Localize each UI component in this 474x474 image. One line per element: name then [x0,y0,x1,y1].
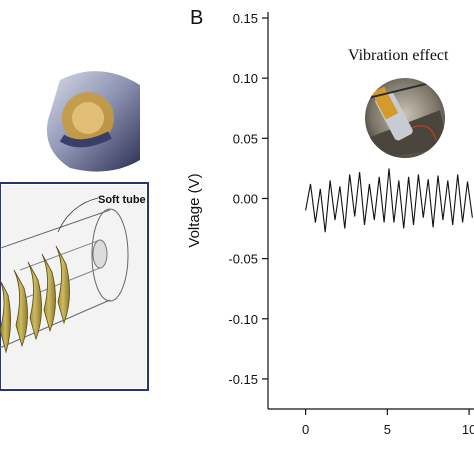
x-tick-label: 5 [384,422,391,437]
panel-label: B [190,7,203,29]
left-panel: Soft tube [0,71,149,391]
y-tick-label: 0.05 [233,131,258,146]
y-tick-label: -0.10 [228,312,258,327]
y-tick-label: 0.00 [233,191,258,206]
x-tick-label: 0 [302,422,309,437]
vibration-effect-annotation: Vibration effect [348,47,449,64]
x-tick-label: 10 [462,422,474,437]
soft-tube-schematic: Soft tube [0,182,149,391]
y-tick-label: 0.15 [233,11,258,26]
y-axis-label: Voltage (V) [186,173,203,247]
soft-tube-label: Soft tube [98,194,146,206]
y-tick-label: -0.05 [228,252,258,267]
voltage-chart: 0.15 0.10 0.05 0.00 -0.05 -0.10 -0.15 0 5 10 Vol… [186,11,474,437]
y-tick-label: -0.15 [228,372,258,387]
device-photo [40,71,140,172]
voltage-series-line [305,168,473,233]
y-tick-label: 0.10 [233,71,258,86]
vibration-inset-photo [365,78,445,158]
